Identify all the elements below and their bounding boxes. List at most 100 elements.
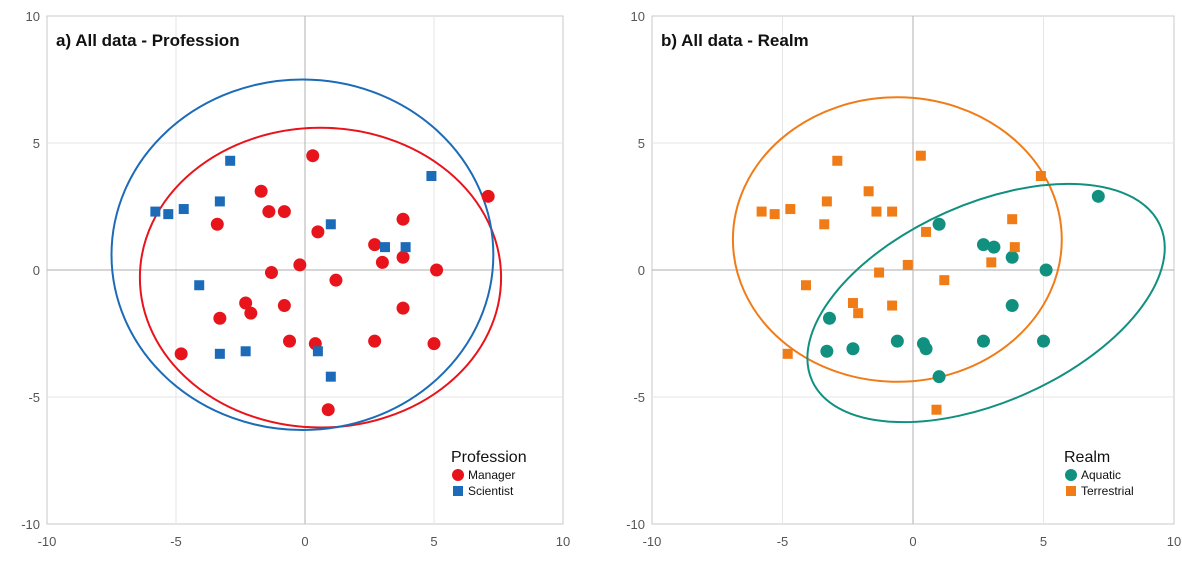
point-scientist-1 xyxy=(150,206,161,217)
point-terrestrial-17 xyxy=(1035,171,1046,182)
y-tick-label-3: 5 xyxy=(638,136,645,151)
confidence-ellipse-terrestrial xyxy=(731,96,1063,383)
point-manager-13 xyxy=(430,263,444,277)
series-aquatic xyxy=(820,189,1105,384)
point-manager-22 xyxy=(396,301,410,315)
point-manager-4 xyxy=(210,217,224,231)
point-terrestrial-18 xyxy=(800,280,811,291)
panel-title: b) All data - Realm xyxy=(661,31,809,50)
point-terrestrial-15 xyxy=(1007,214,1018,225)
point-terrestrial-19 xyxy=(847,298,858,309)
point-terrestrial-21 xyxy=(887,300,898,311)
x-tick-label-2: 0 xyxy=(909,534,916,549)
series-terrestrial xyxy=(756,150,1046,415)
point-scientist-7 xyxy=(400,242,411,253)
point-manager-19 xyxy=(283,334,297,348)
x-tick-label-0: -10 xyxy=(643,534,662,549)
point-aquatic-13 xyxy=(1005,299,1019,313)
point-terrestrial-20 xyxy=(853,308,864,319)
point-aquatic-11 xyxy=(919,342,933,356)
point-manager-2 xyxy=(262,205,276,219)
point-manager-12 xyxy=(396,250,410,264)
point-terrestrial-10 xyxy=(921,226,932,237)
chart-panel-1: -10 -5 0 5 10 -10 -5 0 5 10 a) All data - Professi… xyxy=(21,9,570,549)
point-aquatic-12 xyxy=(976,334,990,348)
point-scientist-2 xyxy=(163,209,174,220)
y-tick-label-0: -10 xyxy=(21,517,40,532)
point-terrestrial-12 xyxy=(874,267,885,278)
point-scientist-11 xyxy=(214,348,225,359)
point-manager-1 xyxy=(254,184,268,198)
x-tick-label-1: -5 xyxy=(170,534,182,549)
legend-title: Profession xyxy=(451,449,527,466)
point-terrestrial-23 xyxy=(931,404,942,415)
point-manager-7 xyxy=(264,266,278,280)
point-terrestrial-4 xyxy=(785,204,796,215)
point-aquatic-14 xyxy=(1037,334,1050,348)
point-manager-5 xyxy=(311,225,325,239)
y-tick-label-2: 0 xyxy=(638,263,645,278)
point-scientist-8 xyxy=(426,171,437,182)
x-tick-label-2: 0 xyxy=(301,534,308,549)
legend-label-scientist: Scientist xyxy=(468,484,514,498)
point-aquatic-3 xyxy=(1005,250,1019,264)
point-manager-18 xyxy=(213,311,227,325)
point-manager-0 xyxy=(306,149,320,163)
x-tick-label-0: -10 xyxy=(38,534,57,549)
legend-marker-terrestrial xyxy=(1066,486,1076,496)
point-aquatic-0 xyxy=(932,217,946,231)
y-tick-label-3: 5 xyxy=(33,136,40,151)
legend-marker-aquatic xyxy=(1065,469,1077,481)
legend: Realm Aquatic Terrestrial xyxy=(1064,449,1134,498)
confidence-ellipse-manager xyxy=(138,126,503,429)
point-terrestrial-2 xyxy=(756,206,767,217)
point-aquatic-1 xyxy=(976,238,990,252)
point-terrestrial-0 xyxy=(832,155,843,166)
point-scientist-9 xyxy=(194,280,205,291)
point-terrestrial-7 xyxy=(863,186,874,197)
point-terrestrial-5 xyxy=(821,196,832,207)
point-scientist-12 xyxy=(312,346,323,357)
point-terrestrial-3 xyxy=(769,209,780,220)
legend-marker-manager xyxy=(452,469,464,481)
point-manager-10 xyxy=(375,255,389,269)
point-aquatic-4 xyxy=(1039,263,1053,277)
point-aquatic-6 xyxy=(822,311,836,325)
point-aquatic-15 xyxy=(932,370,946,384)
point-scientist-6 xyxy=(379,242,390,253)
chart-panel-2: -10 -5 0 5 10 -10 -5 0 5 10 b) All data - Realm Rea… xyxy=(626,9,1181,549)
point-manager-15 xyxy=(239,296,253,310)
point-scientist-4 xyxy=(214,196,225,207)
point-terrestrial-11 xyxy=(902,259,913,270)
point-terrestrial-13 xyxy=(939,275,950,286)
point-manager-24 xyxy=(174,347,188,361)
point-manager-25 xyxy=(321,403,335,417)
point-scientist-3 xyxy=(178,204,189,215)
y-tick-label-0: -10 xyxy=(626,517,645,532)
point-manager-9 xyxy=(368,238,382,252)
y-tick-label-1: -5 xyxy=(633,390,645,405)
point-manager-23 xyxy=(427,337,441,351)
y-tick-label-2: 0 xyxy=(33,263,40,278)
x-tick-label-4: 10 xyxy=(556,534,570,549)
series-scientist xyxy=(150,155,437,382)
x-tick-label-4: 10 xyxy=(1167,534,1181,549)
legend-label-manager: Manager xyxy=(468,468,515,482)
point-scientist-0 xyxy=(225,155,236,166)
x-tick-label-3: 5 xyxy=(430,534,437,549)
legend-marker-scientist xyxy=(453,486,463,496)
point-aquatic-2 xyxy=(987,240,1001,254)
point-scientist-10 xyxy=(240,346,251,357)
point-manager-8 xyxy=(329,273,343,287)
point-terrestrial-14 xyxy=(986,257,997,268)
point-manager-3 xyxy=(277,205,291,219)
legend-title: Realm xyxy=(1064,449,1110,466)
point-terrestrial-8 xyxy=(871,206,882,217)
point-manager-14 xyxy=(481,189,495,203)
y-tick-label-1: -5 xyxy=(28,390,40,405)
point-manager-16 xyxy=(244,306,258,320)
y-tick-label-4: 10 xyxy=(631,9,645,24)
legend-label-terrestrial: Terrestrial xyxy=(1081,484,1134,498)
